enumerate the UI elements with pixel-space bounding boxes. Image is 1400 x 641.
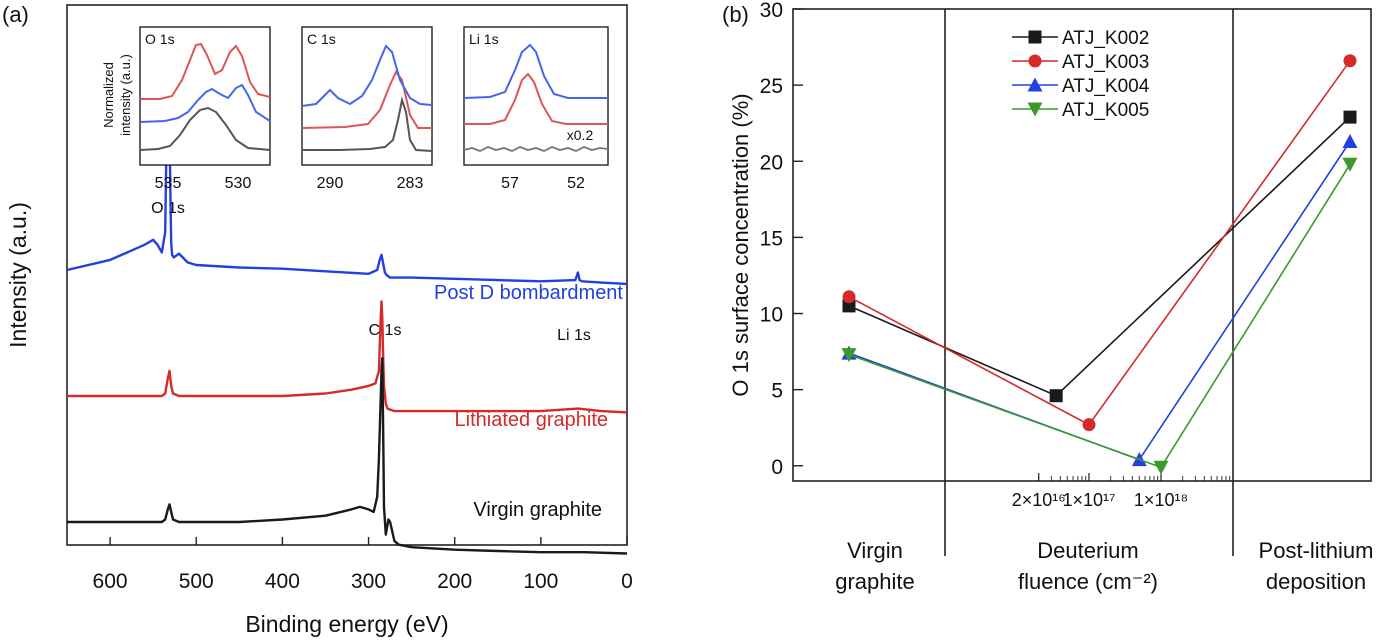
spectrum-red-line xyxy=(67,300,628,414)
panel-a-x-tick-label: 200 xyxy=(437,570,472,593)
inset-c1s-post-curve xyxy=(301,44,433,107)
panel-a: (a) 600 500 400 300 200 100 0 Binding energy (… xyxy=(2,2,633,637)
legend-label: ATJ_K005 xyxy=(1062,100,1149,121)
marker-triangle-up xyxy=(1342,133,1358,148)
marker-square xyxy=(1343,110,1357,124)
region-label-post-li-2: deposition xyxy=(1266,569,1366,594)
series-label-post-d: Post D bombardment xyxy=(434,282,623,304)
legend-label: ATJ_K004 xyxy=(1062,76,1150,97)
inset-li1s-tick-2: 52 xyxy=(567,175,585,192)
panel-a-x-tick-label: 300 xyxy=(351,570,386,593)
series-label-virgin: Virgin graphite xyxy=(473,499,602,521)
marker-triangle-down xyxy=(1153,460,1169,475)
peak-label-c1s: C 1s xyxy=(369,322,402,339)
marker-triangle-down xyxy=(1342,157,1358,172)
inset-c1s-tick-2: 283 xyxy=(397,175,424,192)
series-ATJ_K003 xyxy=(842,54,1357,432)
region-label-fluence-2: fluence (cm⁻²) xyxy=(1018,569,1158,594)
inset-o1s-post-curve xyxy=(139,83,271,123)
marker-square xyxy=(1028,30,1042,44)
marker-triangle-down xyxy=(841,348,857,363)
marker-circle xyxy=(842,290,856,304)
panel-a-x-ticks: 600 500 400 300 200 100 0 xyxy=(93,537,633,593)
panel-a-x-tick-label: 400 xyxy=(265,570,300,593)
series-ATJ_K005 xyxy=(841,157,1358,475)
spectrum-blue-line xyxy=(66,111,628,286)
panel-b-y-tick-label: 15 xyxy=(760,227,783,250)
panel-a-y-axis-label: Intensity (a.u.) xyxy=(5,202,31,348)
inset-li1s-title: Li 1s xyxy=(469,31,499,47)
panel-a-x-axis-label: Binding energy (eV) xyxy=(245,611,448,637)
peak-label-li1s: Li 1s xyxy=(557,327,591,344)
legend-label: ATJ_K002 xyxy=(1062,28,1149,49)
series-ATJ_K002 xyxy=(842,110,1357,403)
inset-y-label-line1: Normalized xyxy=(101,62,116,128)
panel-b-x-tick-label: 1×10¹⁸ xyxy=(1134,490,1188,510)
marker-circle xyxy=(1343,54,1357,68)
series-line xyxy=(848,163,1351,469)
marker-square xyxy=(1049,389,1063,403)
inset-c1s-virgin-curve xyxy=(302,96,433,152)
inset-li1s-post-curve xyxy=(463,43,608,99)
panel-b-y-ticks: 0 5 10 15 20 25 30 xyxy=(760,0,803,479)
spectrum-black-line xyxy=(67,357,628,555)
region-label-post-li-1: Post-lithium xyxy=(1259,538,1374,563)
panel-b-y-tick-label: 5 xyxy=(771,380,783,403)
panel-b-x-tick-label: 2×10¹⁶ xyxy=(1012,490,1066,510)
panel-b-y-tick-label: 10 xyxy=(760,304,783,327)
panel-a-x-tick-label: 500 xyxy=(179,570,214,593)
inset-o1s-title: O 1s xyxy=(145,31,175,47)
panel-b-y-tick-label: 20 xyxy=(760,151,783,174)
panel-a-spectra xyxy=(66,111,628,555)
inset-li1s: Li 1s x0.2 57 52 xyxy=(463,26,609,192)
inset-o1s-tick-1: 535 xyxy=(155,175,182,192)
panel-b-letter: (b) xyxy=(722,2,749,27)
legend-label: ATJ_K003 xyxy=(1062,52,1149,73)
panel-a-x-tick-label: 0 xyxy=(621,570,633,593)
region-label-virgin-2: graphite xyxy=(835,569,915,594)
inset-o1s-frame xyxy=(139,26,271,166)
inset-c1s: C 1s 290 283 xyxy=(301,26,433,192)
inset-o1s: O 1s 535 530 xyxy=(139,26,271,192)
marker-circle xyxy=(1028,54,1042,68)
panel-b-legend: ATJ_K002 ATJ_K003 ATJ_K004 ATJ_K005 xyxy=(1012,28,1150,121)
panel-b-series xyxy=(841,54,1358,475)
inset-c1s-tick-1: 290 xyxy=(317,175,344,192)
inset-li1s-lith-curve xyxy=(464,72,608,125)
panel-a-x-tick-label: 100 xyxy=(523,570,558,593)
inset-c1s-title: C 1s xyxy=(307,31,336,47)
series-label-lithiated: Lithiated graphite xyxy=(455,409,608,431)
panel-a-label: (a) xyxy=(2,2,29,27)
panel-b-y-tick-label: 0 xyxy=(771,456,783,479)
inset-li1s-frame xyxy=(463,26,609,166)
marker-triangle-up xyxy=(1027,77,1043,92)
inset-c1s-lith-curve xyxy=(301,70,432,129)
panel-a-x-tick-label: 600 xyxy=(93,570,128,593)
panel-b-y-tick-label: 30 xyxy=(760,0,783,22)
marker-circle xyxy=(1082,418,1096,432)
panel-b-y-tick-label: 25 xyxy=(760,75,783,98)
region-label-virgin-1: Virgin xyxy=(847,538,903,563)
inset-o1s-lith-curve xyxy=(140,42,271,100)
inset-li1s-tick-1: 57 xyxy=(501,175,519,192)
inset-li1s-scale-note: x0.2 xyxy=(567,127,594,143)
peak-label-o1s: O 1s xyxy=(151,200,185,217)
inset-o1s-tick-2: 530 xyxy=(225,175,252,192)
panel-b-y-axis-label: O 1s surface concentration (%) xyxy=(728,93,753,396)
inset-o1s-virgin-curve xyxy=(139,106,271,151)
inset-group: Normalized intensity (a.u.) O 1s 535 530… xyxy=(101,26,609,192)
marker-triangle-down xyxy=(1027,102,1043,117)
inset-y-label-line2: intensity (a.u.) xyxy=(118,54,133,136)
marker-square xyxy=(842,299,856,313)
inset-li1s-virgin-curve xyxy=(463,146,609,152)
panel-b-x-tick-label: 1×10¹⁷ xyxy=(1062,490,1115,510)
region-label-fluence-1: Deuterium xyxy=(1037,538,1138,563)
panel-a-frame xyxy=(66,4,628,546)
